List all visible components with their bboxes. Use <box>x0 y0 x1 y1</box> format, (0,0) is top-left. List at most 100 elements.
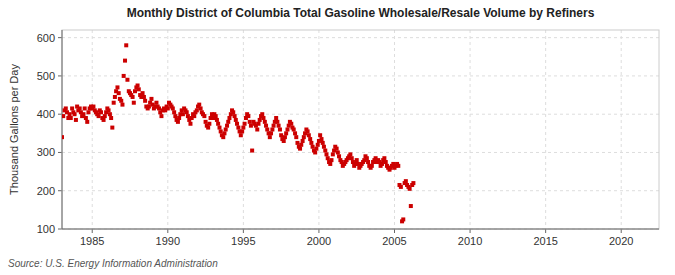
point <box>350 156 354 160</box>
point <box>320 137 324 141</box>
point <box>108 112 112 116</box>
point <box>124 43 128 47</box>
point <box>366 160 370 164</box>
axis-x <box>62 229 659 230</box>
tick-label-x: 2000 <box>307 235 331 247</box>
point <box>294 135 298 139</box>
point <box>157 106 161 110</box>
point <box>159 114 163 118</box>
points <box>62 43 415 223</box>
point <box>258 118 262 122</box>
point <box>248 120 252 124</box>
point <box>279 133 283 137</box>
point <box>199 106 203 110</box>
point <box>142 95 146 99</box>
axis-y <box>62 30 63 229</box>
title: Monthly District of Columbia Total Gasol… <box>127 6 595 20</box>
point <box>409 204 413 208</box>
axes: 1002003004005006001985199019952000200520… <box>37 30 659 247</box>
point <box>250 149 254 153</box>
tick-x <box>92 229 93 233</box>
point <box>171 106 175 110</box>
point <box>231 110 235 114</box>
point <box>264 124 268 128</box>
point <box>241 126 245 130</box>
point <box>227 116 231 120</box>
grid-line-x <box>621 30 622 229</box>
point <box>73 112 77 116</box>
point <box>172 110 176 114</box>
point <box>337 154 341 158</box>
point <box>113 95 117 99</box>
point <box>277 124 281 128</box>
point <box>324 152 328 156</box>
tick-label-y: 500 <box>37 70 55 82</box>
point <box>283 135 287 139</box>
tick-y <box>58 190 62 191</box>
point <box>225 124 229 128</box>
tick-label-y: 300 <box>37 146 55 158</box>
point <box>269 131 273 135</box>
point <box>125 78 129 82</box>
point <box>260 112 264 116</box>
point <box>136 83 140 87</box>
point <box>221 135 225 139</box>
point <box>255 128 259 132</box>
point <box>68 112 72 116</box>
point <box>302 135 306 139</box>
tick-label-y: 200 <box>37 185 55 197</box>
point <box>74 118 78 122</box>
grid-line-x <box>394 30 395 229</box>
point <box>195 108 199 112</box>
point <box>285 128 289 132</box>
point <box>215 118 219 122</box>
tick-y <box>58 152 62 153</box>
point <box>311 145 315 149</box>
point <box>166 106 170 110</box>
point <box>99 110 103 114</box>
grid-line-x <box>545 30 546 229</box>
point <box>313 150 317 154</box>
point <box>102 118 106 122</box>
point <box>97 114 101 118</box>
point <box>309 141 313 145</box>
grid-line-y <box>62 75 659 76</box>
point <box>119 99 123 103</box>
grid-line-x <box>167 30 168 229</box>
point <box>275 120 279 124</box>
point <box>299 143 303 147</box>
point <box>326 156 330 160</box>
point <box>396 164 400 168</box>
point <box>308 137 312 141</box>
point <box>256 122 260 126</box>
point <box>382 156 386 160</box>
point <box>240 129 244 133</box>
tick-label-x: 1990 <box>156 235 180 247</box>
point <box>306 129 310 133</box>
point <box>217 126 221 130</box>
point <box>131 95 135 99</box>
point <box>141 91 145 95</box>
point <box>239 133 243 137</box>
grid-line-x <box>470 30 471 229</box>
tick-y <box>58 75 62 76</box>
point <box>115 85 119 89</box>
point <box>207 122 211 126</box>
point <box>219 129 223 133</box>
point <box>261 116 265 120</box>
point <box>110 126 114 130</box>
point <box>322 145 326 149</box>
point <box>154 101 158 105</box>
point <box>103 114 107 118</box>
point <box>83 106 87 110</box>
point <box>270 128 274 132</box>
point <box>314 147 318 151</box>
point <box>268 135 272 139</box>
point <box>328 162 332 166</box>
point <box>246 114 250 118</box>
point <box>370 164 374 168</box>
point <box>70 106 74 110</box>
point <box>265 128 269 132</box>
tick-label-y: 400 <box>37 108 55 120</box>
point <box>329 158 333 162</box>
